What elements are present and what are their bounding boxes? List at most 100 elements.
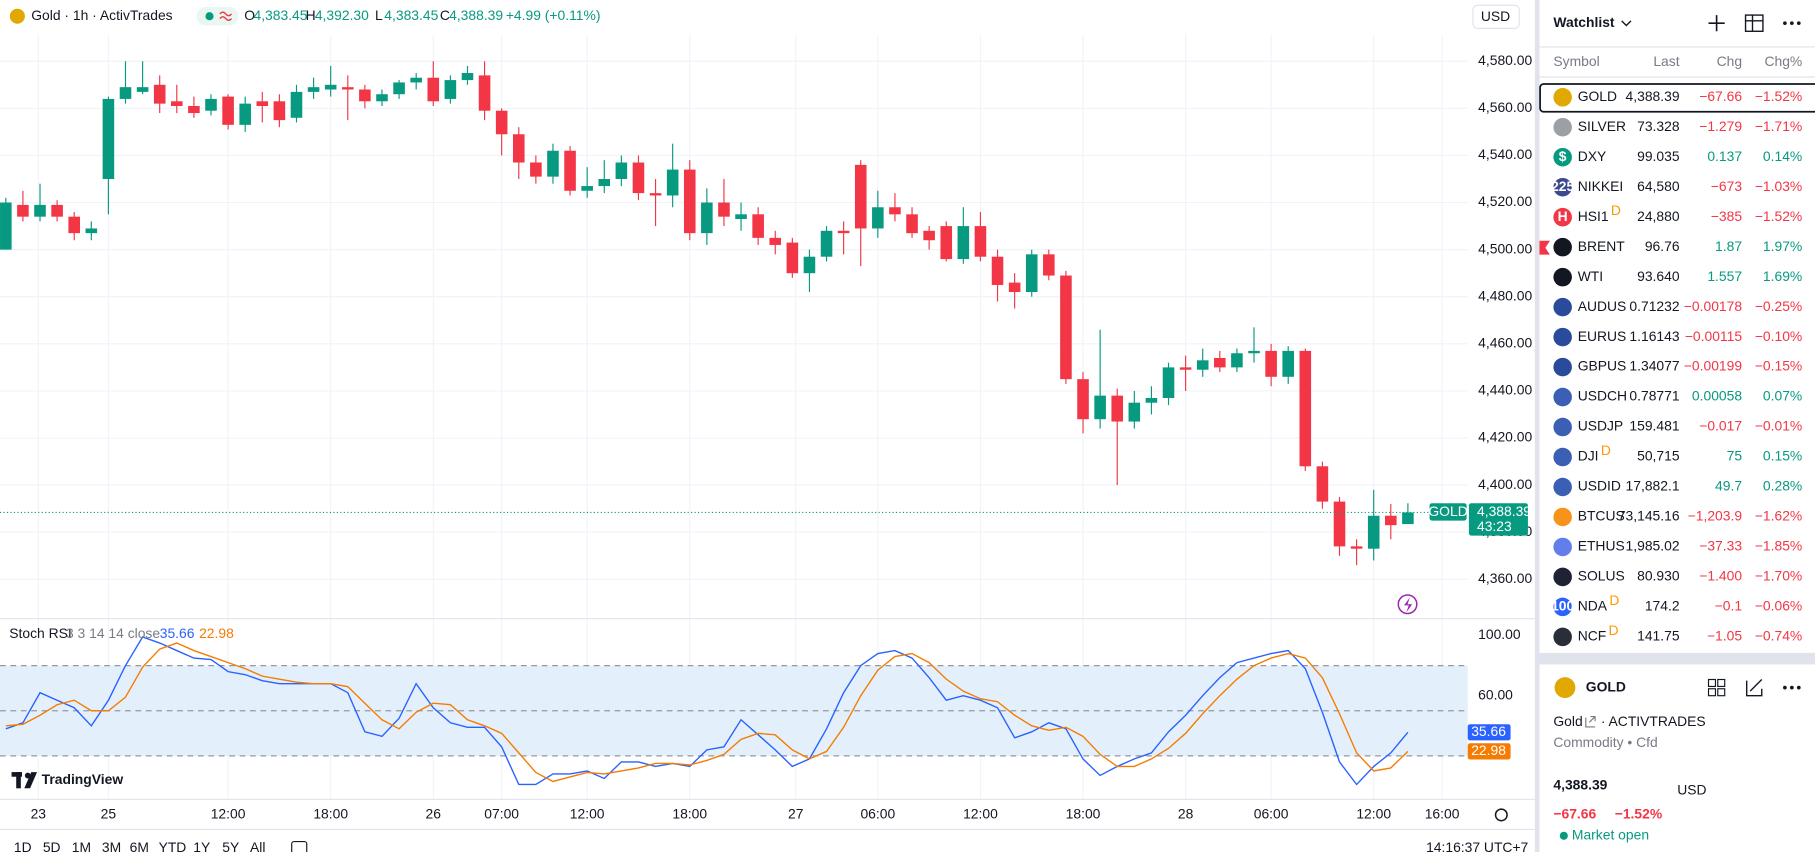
candle-body <box>427 77 440 102</box>
logo-mark <box>16 772 21 789</box>
ohlc-legend: O4,383.45H 4,392.30 L 4,383.45 C 4,388.39 <box>244 7 503 23</box>
candle-body <box>923 230 935 241</box>
calendar-icon[interactable] <box>291 840 308 852</box>
watchlist-row[interactable]: $ DXY 99.035 0.137 0.14% <box>1553 148 1802 167</box>
detail-more-icon[interactable] <box>1783 685 1801 690</box>
y-tick-label: 4,520.00 <box>1478 193 1532 209</box>
row-change: 1.87 <box>1715 238 1742 254</box>
watchlist-row[interactable]: 225 NIKKEI 64,580 −673 −1.03% <box>1551 178 1802 197</box>
row-last: 93.640 <box>1637 268 1680 284</box>
settings-icon[interactable] <box>1494 808 1508 822</box>
row-change: −673 <box>1711 178 1743 194</box>
more-icon[interactable] <box>1783 21 1801 26</box>
candle-body <box>872 207 884 229</box>
currency-label: USD <box>1481 8 1510 24</box>
grid-icon <box>1707 688 1717 697</box>
watchlist-row[interactable]: NCF D 141.75 −1.05 −0.74% <box>1553 622 1802 647</box>
row-last: 73,145.16 <box>1618 508 1680 524</box>
row-icon <box>1553 327 1572 347</box>
row-change: −0.017 <box>1699 418 1742 434</box>
add-icon[interactable] <box>1708 15 1725 32</box>
grid-icon <box>1717 688 1726 697</box>
grid-icon[interactable] <box>1707 678 1717 688</box>
watchlist-row[interactable]: AUDUS 0.71232 −0.00178 −0.25% <box>1553 298 1802 317</box>
row-last: 1.34077 <box>1629 358 1679 374</box>
watchlist-title[interactable]: Watchlist <box>1553 14 1615 30</box>
row-last: 50,715 <box>1637 448 1680 464</box>
row-last: 174.2 <box>1645 598 1680 614</box>
edit-icon[interactable] <box>1746 679 1763 697</box>
candle-body <box>1162 367 1175 398</box>
range-button[interactable]: 1Y <box>193 839 210 852</box>
candle-body <box>1231 353 1243 368</box>
candle-body <box>51 204 63 217</box>
candle-body <box>1043 254 1055 276</box>
watchlist-row[interactable]: GOLD 4,388.39 −67.66 −1.52% <box>1553 88 1802 107</box>
watchlist-row[interactable]: SILVER 73.328 −1.279 −1.71% <box>1553 118 1802 137</box>
status-dot <box>1559 831 1568 840</box>
row-icon <box>1553 567 1572 587</box>
row-last: 4,388.39 <box>1626 88 1680 104</box>
column-header: Symbol <box>1553 53 1599 69</box>
row-flag: D <box>1611 202 1621 218</box>
watchlist-row[interactable]: BRENT 96.76 1.87 1.97% <box>1553 238 1802 257</box>
range-button[interactable]: 3M <box>102 839 121 852</box>
candle-body <box>820 230 833 257</box>
row-symbol: NCF <box>1578 628 1607 644</box>
candle-body <box>17 204 29 217</box>
range-button[interactable]: 1D <box>14 839 32 852</box>
x-tick-label: 12:00 <box>963 806 998 822</box>
dot <box>1796 21 1801 26</box>
row-icon <box>1553 627 1572 647</box>
alert-icon[interactable] <box>1397 594 1418 615</box>
range-button[interactable]: All <box>250 839 265 852</box>
row-icon <box>1553 117 1572 137</box>
range-button[interactable]: 5D <box>43 839 61 852</box>
symbol-tag: GOLD <box>1428 503 1467 519</box>
candle-body <box>171 101 183 106</box>
row-change-pct: 1.69% <box>1763 268 1802 284</box>
range-button[interactable]: YTD <box>159 839 187 852</box>
watchlist-row[interactable]: 100 NDA D 174.2 −0.1 −0.06% <box>1551 592 1802 617</box>
row-change-pct: −1.85% <box>1755 538 1802 554</box>
candle-body <box>974 226 987 257</box>
range-button[interactable]: 1M <box>72 839 91 852</box>
candle-body <box>341 87 354 90</box>
row-icon <box>1553 237 1572 257</box>
candle-body <box>889 207 901 215</box>
market-status: Market open <box>1572 826 1649 842</box>
indicator-params: 3 3 14 14 close <box>66 625 160 641</box>
row-symbol: DXY <box>1578 148 1607 164</box>
watchlist-row[interactable]: ETHUS 1,985.02 −37.33 −1.85% <box>1553 538 1802 557</box>
candle-body <box>461 73 474 81</box>
link-icon[interactable] <box>1585 715 1596 728</box>
candle-body <box>1196 360 1209 370</box>
range-button[interactable]: 6M <box>130 839 149 852</box>
y-tick-label: 4,400.00 <box>1478 476 1532 492</box>
row-change-pct: −1.70% <box>1755 568 1802 584</box>
watchlist-row[interactable]: WTI 93.640 1.557 1.69% <box>1553 268 1802 287</box>
watchlist-row[interactable]: H HSI1 D 24,880 −385 −1.52% <box>1553 202 1802 227</box>
candle-body <box>136 87 149 92</box>
status-pill[interactable] <box>196 6 239 26</box>
symbol-title[interactable]: Gold · 1h · ActivTrades <box>31 7 172 23</box>
symbol-tag-box <box>1429 503 1467 521</box>
row-icon <box>1553 177 1572 197</box>
layout-icon[interactable] <box>1744 14 1764 32</box>
watchlist-row[interactable]: USDJP 159.481 −0.017 −0.01% <box>1553 418 1802 437</box>
watchlist-row[interactable]: GBPUS 1.34077 −0.00199 −0.15% <box>1553 358 1802 377</box>
watchlist-row[interactable]: DJI D 50,715 75 0.15% <box>1553 442 1802 467</box>
indicator-title[interactable]: Stoch RSI <box>9 625 71 641</box>
watchlist-row[interactable]: EURUS 1.16143 −0.00115 −0.10% <box>1553 328 1802 347</box>
indicator-tag: 22.98 <box>1471 742 1506 758</box>
watchlist-row[interactable]: USDID 17,882.1 49.7 0.28% <box>1553 478 1802 497</box>
currency-button[interactable] <box>1472 4 1520 29</box>
range-button[interactable]: 5Y <box>222 839 239 852</box>
detail-symbol[interactable]: GOLD <box>1586 678 1626 694</box>
candle-body <box>1077 379 1089 420</box>
layout-icon-lines <box>1745 15 1763 32</box>
y-tick-label: 4,500.00 <box>1478 240 1532 256</box>
watchlist-row[interactable]: SOLUS 80.930 −1.400 −1.70% <box>1553 568 1802 587</box>
watchlist-row[interactable]: USDCH 0.78771 0.00058 0.07% <box>1553 388 1802 407</box>
